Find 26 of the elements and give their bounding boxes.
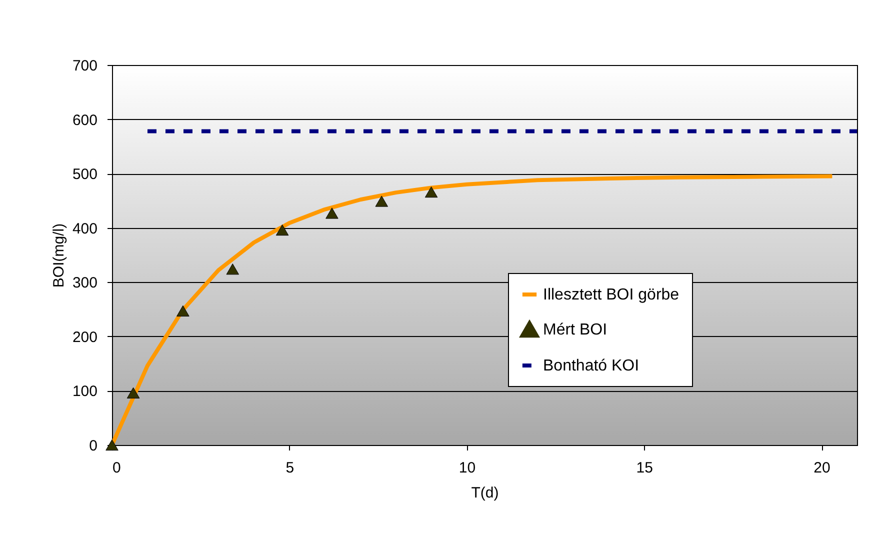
legend-label: Bontható KOI	[543, 358, 640, 374]
x-axis-title: T(d)	[471, 484, 499, 502]
x-tick-label: 20	[814, 460, 830, 476]
point	[126, 387, 140, 398]
legend-label: Mért BOI	[543, 322, 608, 338]
point	[106, 439, 118, 451]
y-tick-label: 700	[72, 58, 98, 74]
y-tick-label: 300	[72, 274, 98, 292]
point	[375, 196, 388, 207]
y-tick-label: 500	[72, 166, 98, 184]
y-tick-label: 100	[72, 383, 98, 400]
y-tick-label: 0	[89, 438, 98, 454]
point	[276, 224, 289, 236]
point	[424, 186, 438, 198]
y-tick-label: 600	[72, 112, 98, 129]
y-tick-label: 200	[72, 328, 98, 346]
point	[226, 264, 239, 275]
x-tick-label: 10	[458, 460, 476, 476]
point	[176, 305, 190, 316]
x-tick-label: 0	[112, 460, 121, 476]
x-tick-label: 15	[636, 460, 653, 476]
point	[326, 208, 338, 219]
y-tick-label: 400	[72, 220, 98, 238]
x-tick-label: 5	[286, 460, 294, 476]
legend-label: Illesztett BOI görbe	[543, 286, 680, 304]
y-axis-title: BOI(mg/l)	[50, 223, 68, 288]
